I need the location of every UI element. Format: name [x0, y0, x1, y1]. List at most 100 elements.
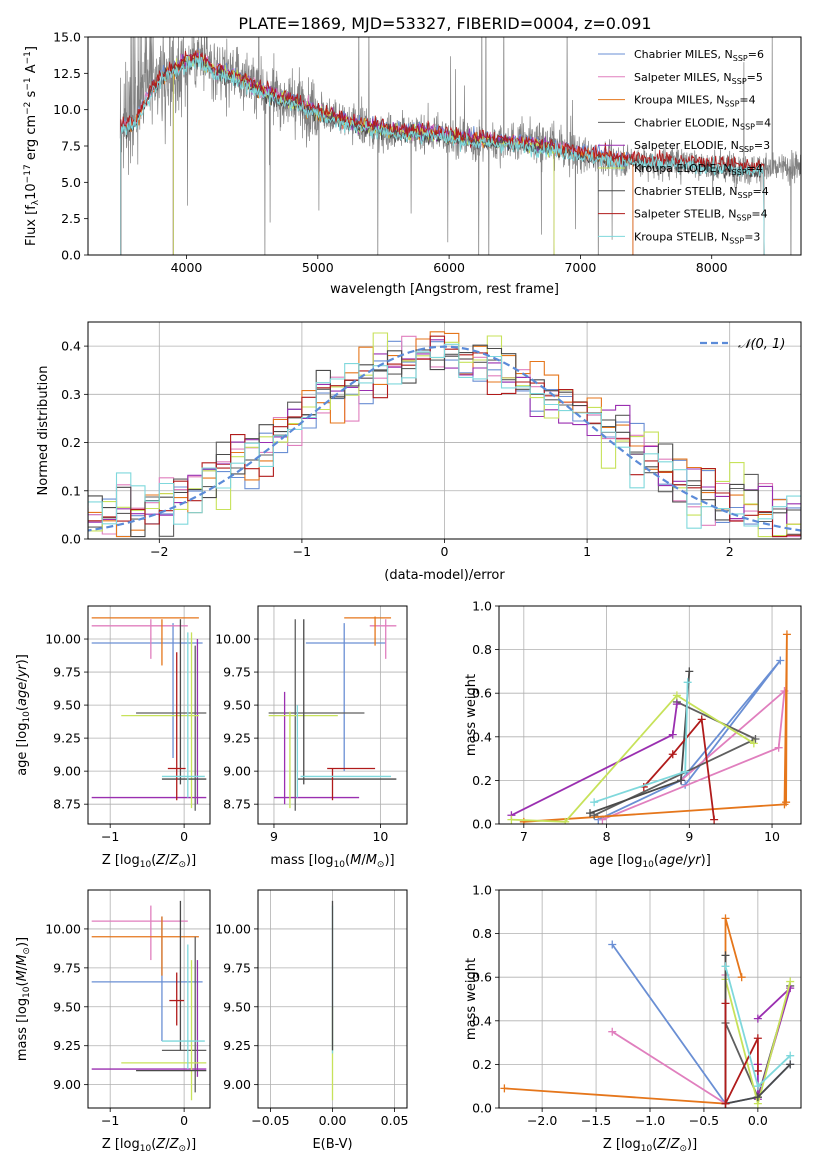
weight-marker [774, 743, 783, 752]
weight-marker [786, 1051, 795, 1060]
x-tick-label: 8 [603, 829, 611, 844]
weight-marker [561, 817, 570, 824]
x-tick-label: 5000 [302, 260, 334, 275]
x-tick-label: 7000 [564, 260, 596, 275]
x-tick-label: −1 [101, 829, 119, 844]
weight-line [589, 671, 691, 814]
weight-marker [519, 817, 528, 824]
weight_vs_age-frame [498, 605, 802, 825]
spectrum-model-line [120, 52, 765, 255]
legend-label: Chabrier MILES, NSSP=6 [634, 48, 764, 63]
spectrum-model-line [120, 52, 634, 255]
spectrum-plot-area [119, 37, 801, 255]
x-tick-label: 10 [372, 829, 388, 844]
y-tick-label: 0.2 [61, 435, 81, 450]
y-tick-label: 9.25 [53, 1038, 81, 1053]
y-tick-label: 0.4 [472, 1013, 492, 1028]
x-tick-label: −0.5 [689, 1113, 719, 1128]
spectrum-model-line [172, 56, 555, 255]
y-tick-label: 9.50 [223, 698, 251, 713]
age_vs_Z_ranges-frame [87, 605, 211, 825]
x-tick-label: 8000 [696, 260, 728, 275]
y-tick-label: 1.0 [472, 883, 492, 898]
residuals-frame [87, 321, 802, 540]
weight-marker [608, 1027, 617, 1036]
weight-marker [608, 940, 617, 949]
mass_vs_EBV-panel: −0.05 0.00 0.05 9.00 9.25 9.50 9.75 10.00 E(B-V) [215, 889, 409, 1152]
weight-marker [751, 734, 760, 743]
y-tick-label: 10.00 [215, 632, 251, 647]
weight-marker [753, 1093, 762, 1102]
y-tick-label: 10.0 [53, 102, 81, 117]
x-tick-label: 2 [726, 544, 734, 559]
mass_vs_Z_ranges-y-label: mass [log10(M/M⊙)] [15, 937, 32, 1061]
weight_vs_Z-frame [498, 889, 802, 1109]
mass_vs_Z_ranges-frame [87, 889, 211, 1109]
weight-marker [586, 809, 595, 818]
x-tick-label: 0.0 [748, 1113, 768, 1128]
weight-marker [590, 798, 599, 807]
spectrum-model-line [172, 52, 555, 255]
y-tick-label: 10.00 [45, 632, 81, 647]
x-tick-label: 9 [270, 829, 278, 844]
y-tick-label: 1.0 [472, 599, 492, 614]
mass_vs_EBV-frame [257, 889, 408, 1109]
legend-label: Chabrier ELODIE, NSSP=4 [634, 116, 771, 131]
spectrum-x-label: wavelength [Angstrom, rest frame] [330, 282, 559, 297]
spectrum-frame [87, 36, 802, 256]
legend-label: Salpeter STELIB, NSSP=4 [634, 208, 768, 223]
x-tick-label: 9 [685, 829, 693, 844]
weight-marker [721, 962, 730, 971]
age_vs_Z_ranges-plot-area [88, 606, 210, 824]
y-tick-label: 5.0 [61, 175, 81, 190]
y-tick-label: 0.4 [472, 729, 492, 744]
age_vs_Z_ranges-x-label: Z [log10(Z/Z⊙)] [102, 853, 196, 870]
spectrum-model-line [172, 54, 555, 255]
age_vs_Z_ranges-y-label: age [log10(age/yr)] [15, 654, 32, 776]
normal-reference-curve [88, 345, 801, 532]
weight-line [511, 694, 755, 823]
y-tick-label: 9.50 [53, 698, 81, 713]
y-tick-label: 0.0 [472, 817, 492, 832]
weight-line [643, 717, 715, 820]
y-tick-label: 9.25 [223, 1038, 251, 1053]
ebv-x-label: E(B-V) [312, 1137, 352, 1152]
mass_vs_EBV-plot-area [258, 890, 407, 1108]
weight-marker [753, 1066, 762, 1075]
residuals-y-label: Normed distribution [36, 366, 51, 496]
mass_vs_Z_ranges-plot-area [88, 890, 210, 1108]
residuals-plot-area [88, 322, 801, 539]
y-tick-label: 9.50 [53, 999, 81, 1014]
x-tick-label: 0 [441, 544, 449, 559]
spectrum-model-line [120, 49, 634, 255]
spectrum-legend: Chabrier MILES, NSSP=6 Salpeter MILES, NS… [598, 48, 771, 245]
x-tick-label: 1 [583, 544, 591, 559]
weight-marker [753, 1034, 762, 1043]
weight-marker [786, 977, 795, 986]
weight-marker [786, 1060, 795, 1069]
weight-marker [721, 999, 730, 1008]
weight-line [602, 688, 786, 821]
y-tick-label: 9.50 [223, 999, 251, 1014]
y-tick-label: 9.25 [53, 731, 81, 746]
weight-line [523, 634, 788, 823]
x-tick-label: 0.00 [319, 1113, 347, 1128]
weight-marker [782, 630, 791, 639]
y-tick-label: 9.75 [53, 960, 81, 975]
weight-marker [749, 739, 758, 748]
y-tick-label: 0.4 [61, 339, 81, 354]
y-tick-label: 0.0 [472, 1101, 492, 1116]
x-tick-label: −1.5 [581, 1113, 611, 1128]
y-tick-label: 0.2 [472, 1057, 492, 1072]
x-tick-label: 0 [180, 1113, 188, 1128]
x-tick-label: −2 [150, 544, 168, 559]
mass_vs_Z_ranges-x-label: Z [log10(Z/Z⊙)] [102, 1137, 196, 1154]
y-tick-label: 0.6 [472, 686, 492, 701]
y-tick-label: 9.00 [223, 764, 251, 779]
weight-marker [721, 951, 730, 960]
x-tick-label: 0 [180, 829, 188, 844]
y-tick-label: 2.5 [61, 211, 81, 226]
y-tick-label: 9.00 [223, 1077, 251, 1092]
legend-label: Salpeter ELODIE, NSSP=3 [634, 139, 770, 154]
